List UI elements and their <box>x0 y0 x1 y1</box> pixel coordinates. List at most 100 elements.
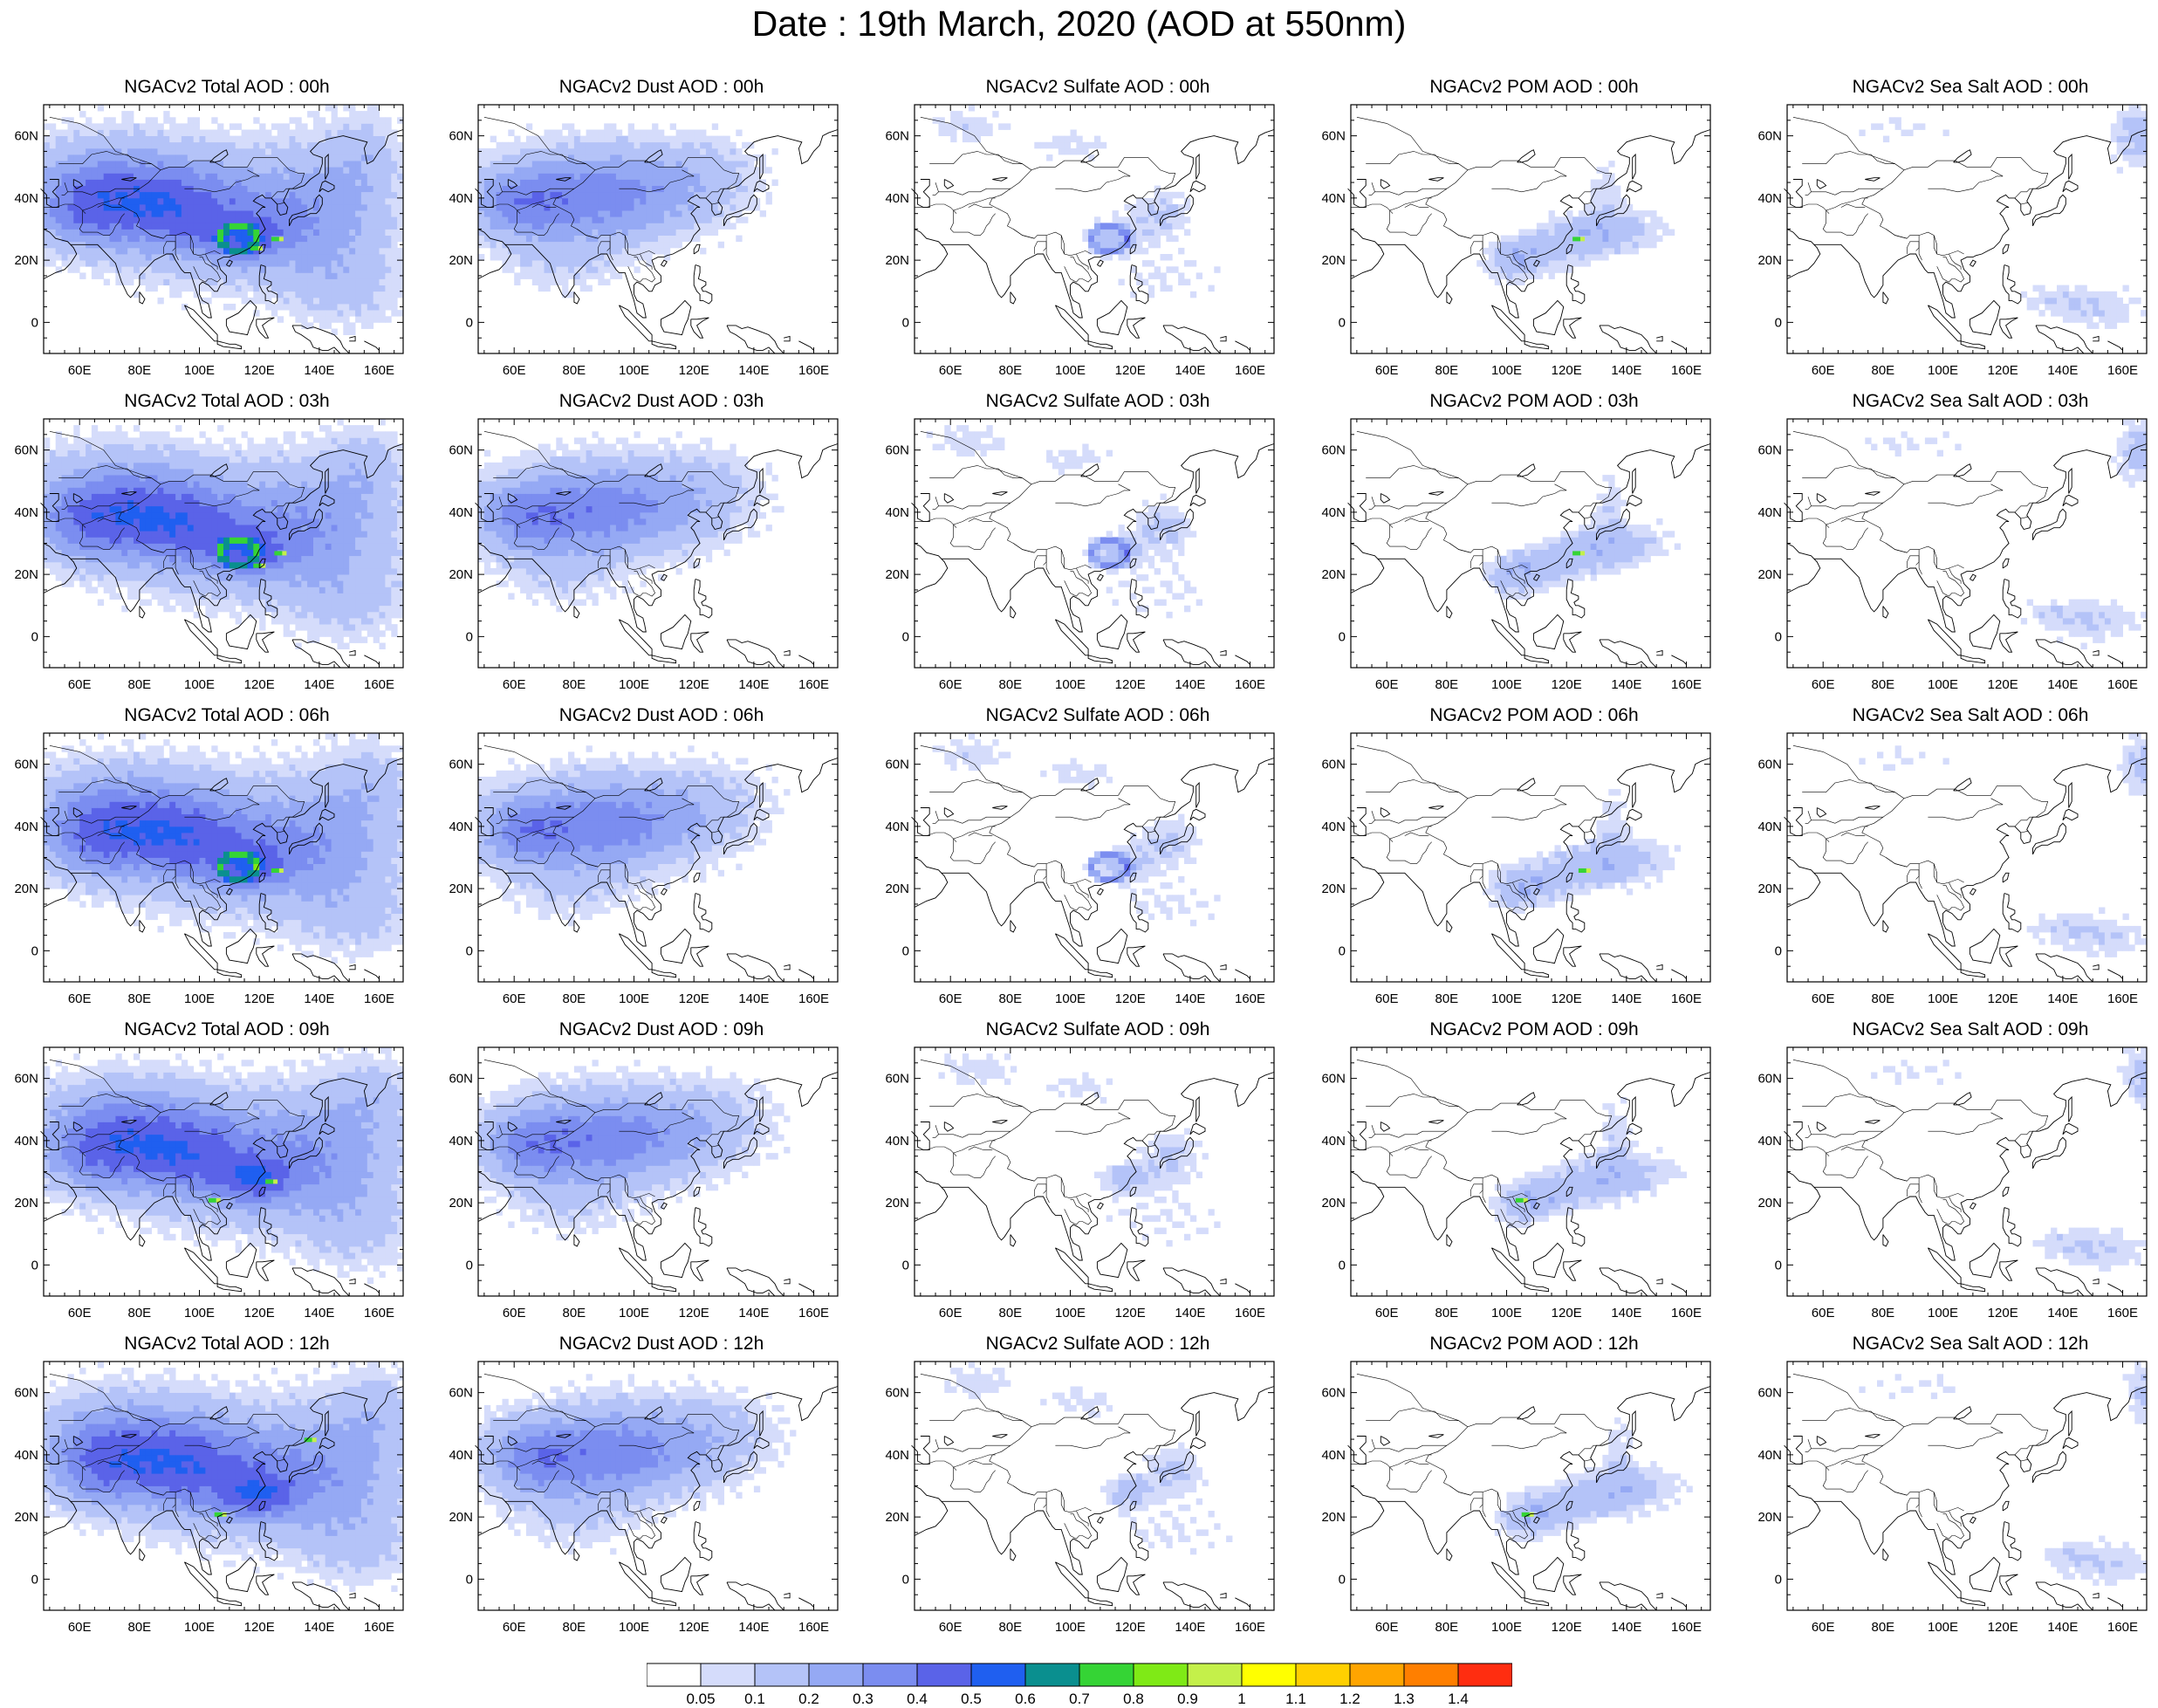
lon-tick-label: 100E <box>1928 991 1958 1006</box>
panel-title: NGACv2 Total AOD : 09h <box>26 1019 428 1040</box>
lat-tick-label: 20N <box>1321 1510 1346 1525</box>
colorbar-swatch <box>863 1663 917 1686</box>
lon-tick-label: 120E <box>244 363 275 378</box>
lon-tick-label: 140E <box>738 1306 769 1320</box>
lat-tick-label: 20N <box>885 567 909 582</box>
lat-tick-label: 60N <box>449 1386 473 1401</box>
lon-tick-label: 100E <box>1491 363 1522 378</box>
lat-tick-label: 20N <box>1757 1510 1782 1525</box>
lat-tick-label: 0 <box>31 629 38 644</box>
lat-tick-label: 40N <box>1757 505 1782 520</box>
lon-tick-label: 140E <box>304 1306 334 1320</box>
lat-tick-label: 40N <box>14 820 38 834</box>
lon-tick-label: 80E <box>1435 1306 1459 1320</box>
lon-tick-label: 140E <box>1175 991 1205 1006</box>
lat-tick-label: 0 <box>1339 1572 1346 1587</box>
lon-tick-label: 80E <box>999 1306 1023 1320</box>
lon-tick-label: 80E <box>1872 1306 1895 1320</box>
lat-tick-label: 60N <box>1757 443 1782 458</box>
lon-tick-label: 120E <box>1988 1306 2018 1320</box>
lon-tick-label: 160E <box>1671 677 1702 692</box>
lon-tick-label: 60E <box>68 1306 92 1320</box>
lat-tick-label: 20N <box>1757 1196 1782 1211</box>
colorbar-tick-label: 0.9 <box>1177 1691 1198 1708</box>
lon-tick-label: 60E <box>68 1620 92 1635</box>
lon-tick-label: 80E <box>128 1620 152 1635</box>
lat-tick-label: 40N <box>1321 191 1346 206</box>
lat-tick-label: 20N <box>449 1510 473 1525</box>
panel-title: NGACv2 Sea Salt AOD : 09h <box>1770 1019 2158 1040</box>
lon-tick-label: 120E <box>679 1620 709 1635</box>
panel-title: NGACv2 Dust AOD : 00h <box>461 77 862 98</box>
lon-tick-label: 100E <box>1491 1306 1522 1320</box>
lat-tick-label: 40N <box>14 191 38 206</box>
lon-tick-label: 80E <box>128 363 152 378</box>
lon-tick-label: 120E <box>679 363 709 378</box>
colorbar-swatch <box>1188 1663 1242 1686</box>
colorbar-swatch <box>971 1663 1025 1686</box>
panel-title: NGACv2 Sulfate AOD : 09h <box>897 1019 1298 1040</box>
lon-tick-label: 160E <box>798 363 829 378</box>
lon-tick-label: 80E <box>128 991 152 1006</box>
lon-tick-label: 120E <box>1988 991 2018 1006</box>
lon-tick-label: 160E <box>798 1306 829 1320</box>
colorbar-tick-label: 1.1 <box>1285 1691 1306 1708</box>
lon-tick-label: 80E <box>128 677 152 692</box>
lon-tick-label: 140E <box>1175 363 1205 378</box>
panel-title: NGACv2 POM AOD : 12h <box>1333 1334 1735 1355</box>
lon-tick-label: 140E <box>2047 1620 2078 1635</box>
lon-tick-label: 120E <box>1552 991 1582 1006</box>
lon-tick-label: 160E <box>1235 1620 1265 1635</box>
panel-title: NGACv2 Dust AOD : 03h <box>461 391 862 412</box>
lon-tick-label: 100E <box>1491 991 1522 1006</box>
lat-tick-label: 20N <box>885 1510 909 1525</box>
lat-tick-label: 20N <box>449 567 473 582</box>
lon-tick-label: 100E <box>619 991 649 1006</box>
lon-tick-label: 80E <box>999 677 1023 692</box>
lon-tick-label: 60E <box>68 991 92 1006</box>
lon-tick-label: 100E <box>1055 991 1086 1006</box>
lon-tick-label: 80E <box>563 1620 586 1635</box>
lat-tick-label: 60N <box>1757 129 1782 144</box>
lat-tick-label: 40N <box>14 505 38 520</box>
lat-tick-label: 40N <box>885 820 909 834</box>
lon-tick-label: 100E <box>184 363 215 378</box>
lat-tick-label: 0 <box>1775 943 1782 958</box>
lon-tick-label: 160E <box>364 991 394 1006</box>
lat-tick-label: 0 <box>902 629 909 644</box>
colorbar-tick-label: 1 <box>1237 1691 1245 1708</box>
lat-tick-label: 0 <box>1339 943 1346 958</box>
lon-tick-label: 100E <box>1055 1620 1086 1635</box>
lon-tick-label: 60E <box>503 1306 526 1320</box>
colorbar-tick-label: 1.4 <box>1448 1691 1469 1708</box>
panel-title: NGACv2 Sulfate AOD : 03h <box>897 391 1298 412</box>
lon-tick-label: 60E <box>1375 1306 1399 1320</box>
lat-tick-label: 60N <box>1757 1072 1782 1087</box>
lon-tick-label: 100E <box>184 1306 215 1320</box>
lat-tick-label: 0 <box>1339 629 1346 644</box>
lon-tick-label: 160E <box>364 1306 394 1320</box>
panel-title: NGACv2 Dust AOD : 09h <box>461 1019 862 1040</box>
lon-tick-label: 80E <box>563 363 586 378</box>
lon-tick-label: 80E <box>1872 991 1895 1006</box>
colorbar-swatch <box>917 1663 971 1686</box>
lat-tick-label: 40N <box>449 191 473 206</box>
